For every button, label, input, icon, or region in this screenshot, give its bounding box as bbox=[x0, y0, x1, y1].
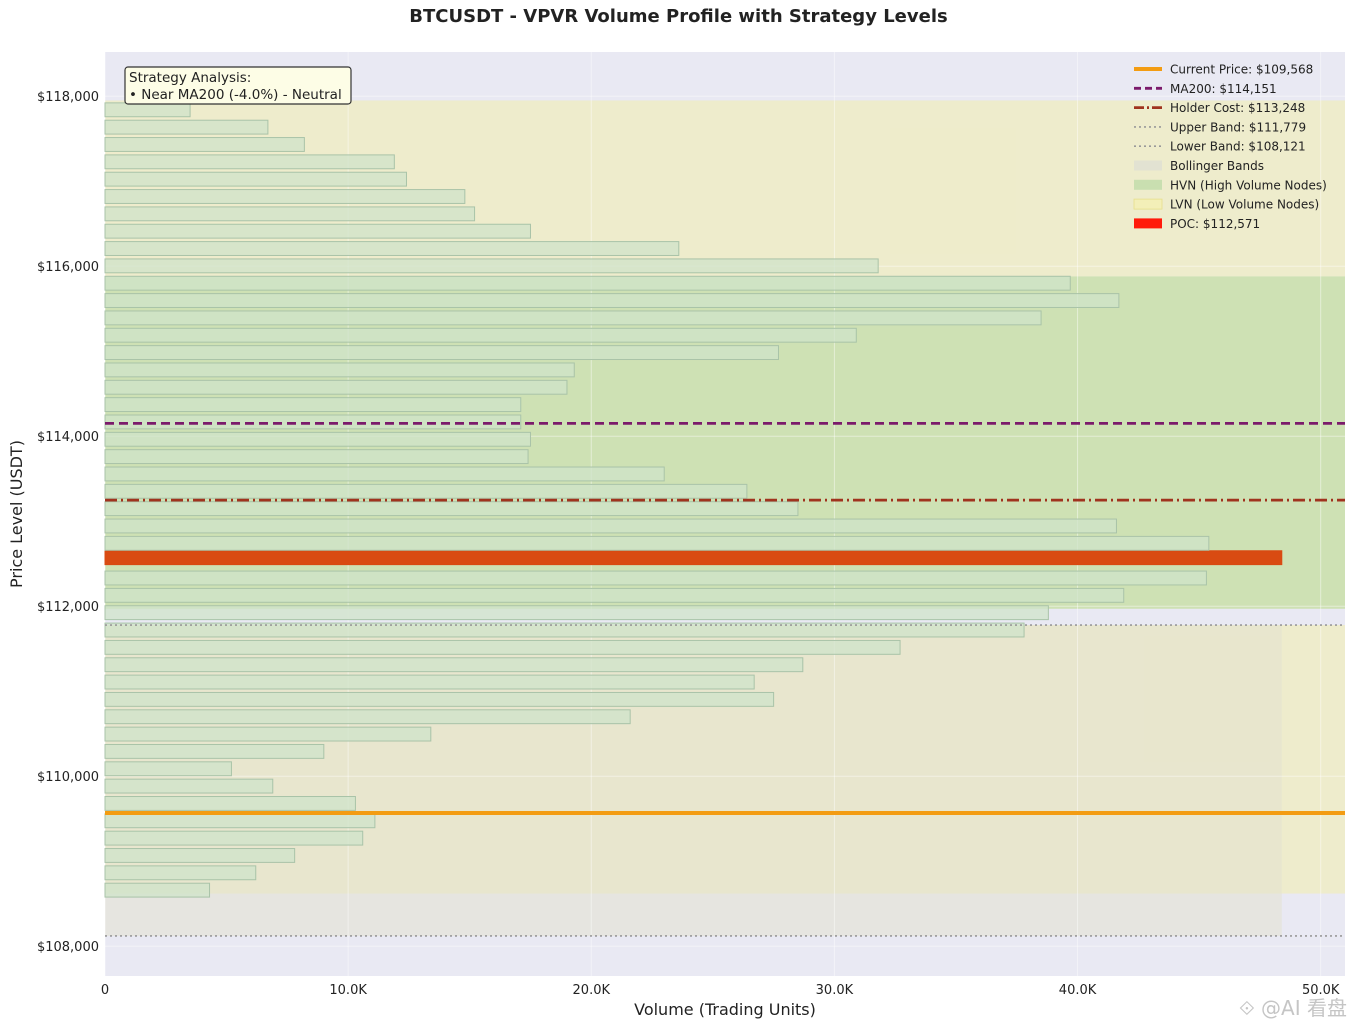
volume-bar bbox=[104, 241, 680, 256]
volume-bar bbox=[104, 206, 476, 222]
volume-bar bbox=[104, 345, 779, 361]
legend-label: LVN (Low Volume Nodes) bbox=[1170, 198, 1319, 212]
volume-bar bbox=[104, 258, 879, 274]
legend-label: HVN (High Volume Nodes) bbox=[1170, 178, 1327, 192]
y-tick-label: $110,000 bbox=[37, 770, 99, 785]
annotation-box bbox=[124, 66, 352, 105]
legend-label: POC: $112,571 bbox=[1170, 217, 1260, 231]
x-tick-label: 50.0K bbox=[1302, 983, 1340, 998]
volume-bar bbox=[104, 743, 325, 759]
legend-item: MA200: $114,151 bbox=[1134, 82, 1277, 96]
volume-bar bbox=[104, 154, 395, 170]
volume-bar bbox=[104, 865, 257, 881]
y-tick-label: $108,000 bbox=[37, 940, 99, 955]
level-lines-layer bbox=[105, 421, 1345, 937]
watermark: ⟐ @AI 看盘 bbox=[1238, 996, 1347, 1020]
volume-bar bbox=[104, 466, 665, 482]
legend-item: Current Price: $109,568 bbox=[1134, 63, 1313, 77]
volume-bar bbox=[104, 518, 1117, 534]
y-tick-label: $114,000 bbox=[37, 430, 99, 445]
volume-bar bbox=[104, 310, 1042, 326]
volume-bar bbox=[104, 674, 755, 690]
volume-bar bbox=[104, 362, 575, 378]
volume-bar bbox=[104, 657, 804, 673]
volume-bar bbox=[104, 102, 191, 118]
annotation-title: Strategy Analysis: bbox=[129, 70, 251, 86]
chart-title: BTCUSDT - VPVR Volume Profile with Strat… bbox=[409, 6, 948, 27]
volume-bar bbox=[104, 189, 466, 204]
volume-bar bbox=[104, 622, 1025, 638]
volume-bar bbox=[104, 414, 522, 430]
volume-bar bbox=[104, 397, 522, 413]
volume-bar bbox=[104, 379, 568, 395]
legend-label: Holder Cost: $113,248 bbox=[1170, 101, 1305, 115]
legend-label: Current Price: $109,568 bbox=[1170, 63, 1313, 77]
strategy-annotation: Strategy Analysis: • Near MA200 (-4.0%) … bbox=[124, 66, 352, 105]
legend-item: Lower Band: $108,121 bbox=[1134, 140, 1306, 154]
y-axis-label: Price Level (USDT) bbox=[7, 440, 26, 588]
volume-bar bbox=[104, 882, 211, 898]
poc-bar bbox=[104, 550, 1283, 566]
y-tick-label: $116,000 bbox=[37, 260, 99, 275]
x-tick-label: 10.0K bbox=[329, 983, 367, 998]
volume-bar bbox=[104, 761, 232, 777]
legend-label: Lower Band: $108,121 bbox=[1170, 140, 1306, 154]
legend-item: LVN (Low Volume Nodes) bbox=[1133, 198, 1319, 212]
legend-label: Upper Band: $111,779 bbox=[1170, 120, 1306, 134]
volume-bar bbox=[104, 848, 296, 863]
x-tick-label: 20.0K bbox=[573, 983, 611, 998]
legend-item: HVN (High Volume Nodes) bbox=[1134, 178, 1327, 192]
legend-item: Holder Cost: $113,248 bbox=[1134, 101, 1305, 115]
volume-bar bbox=[104, 293, 1120, 308]
volume-bar bbox=[104, 813, 376, 829]
volume-bar bbox=[104, 691, 775, 707]
volume-bar bbox=[104, 449, 529, 465]
legend-item: Bollinger Bands bbox=[1134, 159, 1264, 173]
volume-bar bbox=[104, 535, 1210, 551]
volume-bar bbox=[104, 796, 356, 811]
legend-swatch bbox=[1134, 160, 1162, 171]
x-tick-label: 0 bbox=[101, 983, 109, 998]
volume-bar bbox=[104, 605, 1049, 621]
x-axis-label: Volume (Trading Units) bbox=[634, 1000, 816, 1019]
volume-bar bbox=[104, 431, 531, 447]
volume-bar bbox=[104, 275, 1071, 291]
x-axis: 0 10.0K 20.0K 30.0K 40.0K 50.0K bbox=[101, 983, 1340, 998]
legend: Current Price: $109,568 MA200: $114,151 Ho… bbox=[1133, 63, 1327, 231]
bars-layer bbox=[104, 102, 1283, 898]
legend-item: Upper Band: $111,779 bbox=[1134, 120, 1306, 134]
volume-bar bbox=[104, 570, 1207, 586]
legend-swatch bbox=[1134, 179, 1162, 190]
y-tick-label: $118,000 bbox=[37, 90, 99, 105]
volume-bar bbox=[104, 327, 857, 343]
volume-bar bbox=[104, 223, 531, 239]
volume-bar bbox=[104, 778, 274, 794]
legend-label: Bollinger Bands bbox=[1170, 159, 1264, 173]
volume-bar bbox=[104, 709, 631, 725]
x-tick-label: 40.0K bbox=[1059, 983, 1097, 998]
x-tick-label: 30.0K bbox=[816, 983, 854, 998]
volume-bar bbox=[104, 171, 407, 187]
legend-label: MA200: $114,151 bbox=[1170, 82, 1277, 96]
volume-bar bbox=[104, 501, 799, 517]
volume-bar bbox=[104, 639, 901, 655]
y-axis: $108,000 $110,000 $112,000 $114,000 $116,000… bbox=[37, 90, 99, 955]
volume-bar bbox=[104, 137, 305, 152]
legend-item: POC: $112,571 bbox=[1134, 217, 1260, 231]
volume-bar bbox=[104, 483, 748, 499]
volume-bar bbox=[104, 119, 269, 135]
volume-bar bbox=[104, 726, 432, 742]
legend-swatch bbox=[1133, 198, 1163, 210]
y-tick-label: $112,000 bbox=[37, 600, 99, 615]
legend-swatch bbox=[1134, 218, 1162, 229]
volume-bar bbox=[104, 587, 1125, 603]
annotation-line: • Near MA200 (-4.0%) - Neutral bbox=[129, 87, 342, 103]
volume-bar bbox=[104, 830, 364, 846]
